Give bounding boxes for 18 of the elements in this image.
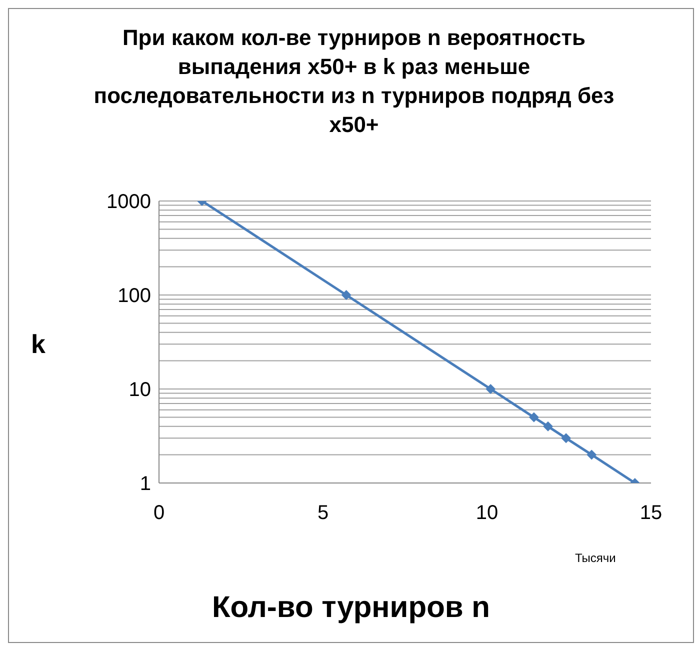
y-axis-title: k (31, 329, 46, 360)
y-tick-label: 10 (128, 379, 151, 402)
chart-title: При каком кол-ве турниров n вероятность выпадения x50+ в k раз меньше последовательности из n турниров подряд без x50+ (92, 24, 616, 139)
y-tick-label: 1000 (106, 191, 151, 214)
point (586, 450, 597, 460)
x-axis-title: Кол-во турниров n (210, 591, 491, 625)
point (561, 433, 572, 444)
point (486, 384, 496, 394)
text: Тысячи (575, 551, 616, 565)
y-tick-label: 1 (140, 473, 151, 496)
point (341, 290, 352, 300)
point (543, 421, 554, 432)
x-tick-label: 10 (476, 502, 498, 524)
point (528, 412, 539, 422)
y-tick-label: 100 (118, 285, 151, 308)
x-tick-label: 0 (153, 502, 165, 524)
x-tick-label: 5 (317, 502, 329, 524)
x-tick-label: 15 (640, 502, 662, 524)
